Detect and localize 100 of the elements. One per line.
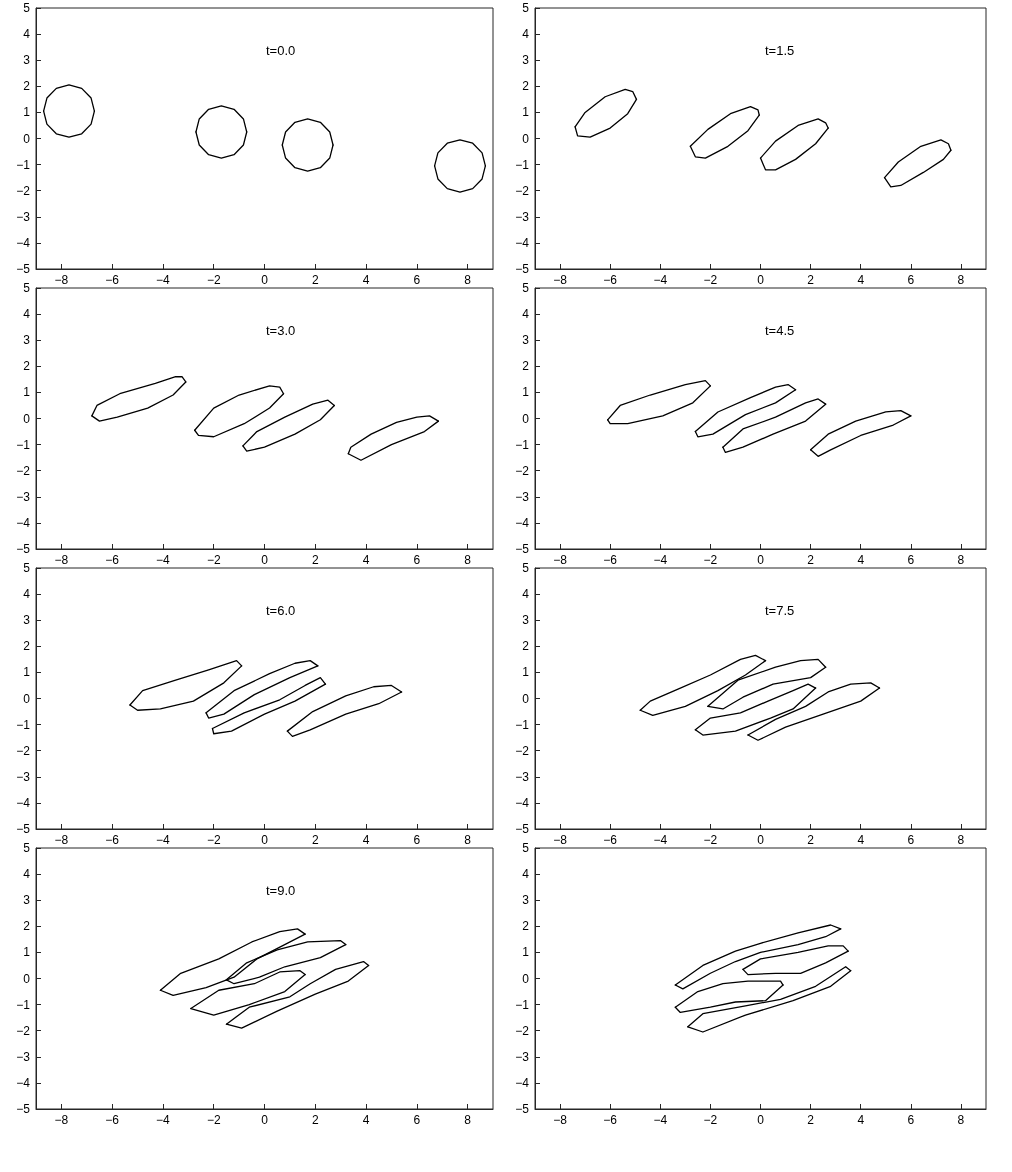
x-tick-label: −8	[54, 833, 69, 847]
y-tick-label: −3	[515, 1049, 530, 1064]
y-tick-label: −3	[515, 209, 530, 224]
y-tick-label: 0	[522, 691, 530, 706]
text: t=4.5	[765, 323, 795, 338]
y-tick-label: −2	[16, 183, 31, 198]
y-tick-label: 0	[522, 131, 530, 146]
x-tick-label: 8	[464, 1113, 472, 1127]
x-tick-label: 0	[757, 833, 765, 847]
x-tick-label: −4	[653, 1113, 668, 1127]
y-tick-label: 0	[23, 691, 31, 706]
x-tick-label: 0	[261, 553, 269, 567]
y-tick-label: −3	[16, 209, 31, 224]
y-tick-label: −1	[515, 437, 530, 452]
y-tick-label: −1	[16, 157, 31, 172]
x-tick-label: 0	[757, 273, 765, 287]
y-tick-label: 3	[522, 53, 530, 68]
y-tick-label: −4	[515, 515, 530, 530]
x-tick-label: −2	[206, 273, 221, 287]
y-tick-label: 5	[23, 561, 31, 575]
y-tick-label: 1	[522, 105, 530, 120]
x-tick-label: −2	[703, 273, 718, 287]
y-tick-label: −3	[16, 489, 31, 504]
y-tick-label: −1	[515, 717, 530, 732]
y-tick-label: −2	[16, 1023, 31, 1038]
y-tick-label: 3	[23, 613, 31, 628]
x-tick-label: −2	[703, 833, 718, 847]
x-tick-label: −8	[54, 273, 69, 287]
y-tick-label: 4	[23, 867, 31, 882]
y-tick-label: 4	[522, 307, 530, 322]
y-tick-label: −2	[515, 743, 530, 758]
y-tick-label: 3	[522, 333, 530, 348]
x-tick-label: −8	[553, 553, 568, 567]
x-tick-label: −4	[653, 833, 668, 847]
x-tick-label: −6	[603, 1113, 618, 1127]
x-tick-label: 8	[957, 833, 965, 847]
x-tick-label: −4	[156, 833, 171, 847]
y-tick-label: −2	[16, 743, 31, 758]
y-tick-label: −2	[16, 463, 31, 478]
x-tick-label: 8	[957, 1113, 965, 1127]
x-tick-label: 2	[311, 833, 319, 847]
x-tick-label: 0	[261, 1113, 269, 1127]
x-tick-label: −2	[206, 833, 221, 847]
x-tick-label: 8	[464, 833, 472, 847]
x-tick-label: 4	[362, 1113, 370, 1127]
x-tick-label: 4	[857, 553, 865, 567]
y-tick-label: 1	[23, 105, 31, 120]
y-tick-label: 2	[23, 359, 31, 374]
y-tick-label: 2	[23, 919, 31, 934]
y-tick-label: −3	[515, 489, 530, 504]
text: t=9.0	[266, 883, 296, 898]
text: t=7.5	[765, 603, 795, 618]
x-tick-label: 8	[464, 553, 472, 567]
y-tick-label: 4	[23, 307, 31, 322]
y-tick-label: 4	[522, 867, 530, 882]
x-tick-label: 8	[957, 553, 965, 567]
x-tick-label: 2	[807, 833, 815, 847]
x-tick-label: −8	[553, 833, 568, 847]
y-tick-label: 2	[522, 79, 530, 94]
y-tick-label: 0	[522, 971, 530, 986]
x-tick-label: 2	[311, 553, 319, 567]
y-tick-label: 0	[522, 411, 530, 426]
y-tick-label: −2	[515, 183, 530, 198]
y-tick-label: 3	[23, 53, 31, 68]
x-tick-label: 2	[311, 1113, 319, 1127]
y-tick-label: 3	[23, 893, 31, 908]
y-tick-label: −4	[16, 1075, 31, 1090]
x-tick-label: 4	[857, 273, 865, 287]
y-tick-label: 5	[23, 841, 31, 855]
x-tick-label: −8	[54, 1113, 69, 1127]
x-tick-label: −4	[156, 1113, 171, 1127]
y-tick-label: −1	[16, 437, 31, 452]
x-tick-label: 0	[757, 553, 765, 567]
y-tick-label: −5	[515, 542, 530, 556]
x-tick-label: −2	[703, 553, 718, 567]
y-tick-label: −5	[16, 822, 31, 836]
y-tick-label: 1	[522, 945, 530, 960]
y-tick-label: −3	[16, 769, 31, 784]
x-tick-label: 6	[413, 833, 421, 847]
x-tick-label: 6	[413, 273, 421, 287]
x-tick-label: 0	[757, 1113, 765, 1127]
y-tick-label: 1	[23, 385, 31, 400]
y-tick-label: −4	[16, 235, 31, 250]
x-tick-label: 4	[362, 273, 370, 287]
y-tick-label: −5	[515, 1102, 530, 1116]
y-tick-label: 3	[522, 893, 530, 908]
x-tick-label: −4	[653, 553, 668, 567]
y-tick-label: −2	[515, 1023, 530, 1038]
x-tick-label: −6	[603, 553, 618, 567]
x-tick-label: 2	[807, 273, 815, 287]
y-tick-label: 5	[522, 1, 530, 15]
y-tick-label: −5	[16, 262, 31, 276]
y-tick-label: 0	[23, 131, 31, 146]
text: t=6.0	[266, 603, 296, 618]
x-tick-label: 4	[362, 553, 370, 567]
y-tick-label: −5	[16, 1102, 31, 1116]
y-tick-label: 5	[23, 281, 31, 295]
y-tick-label: −5	[515, 262, 530, 276]
x-tick-label: 6	[413, 1113, 421, 1127]
x-tick-label: 0	[261, 833, 269, 847]
